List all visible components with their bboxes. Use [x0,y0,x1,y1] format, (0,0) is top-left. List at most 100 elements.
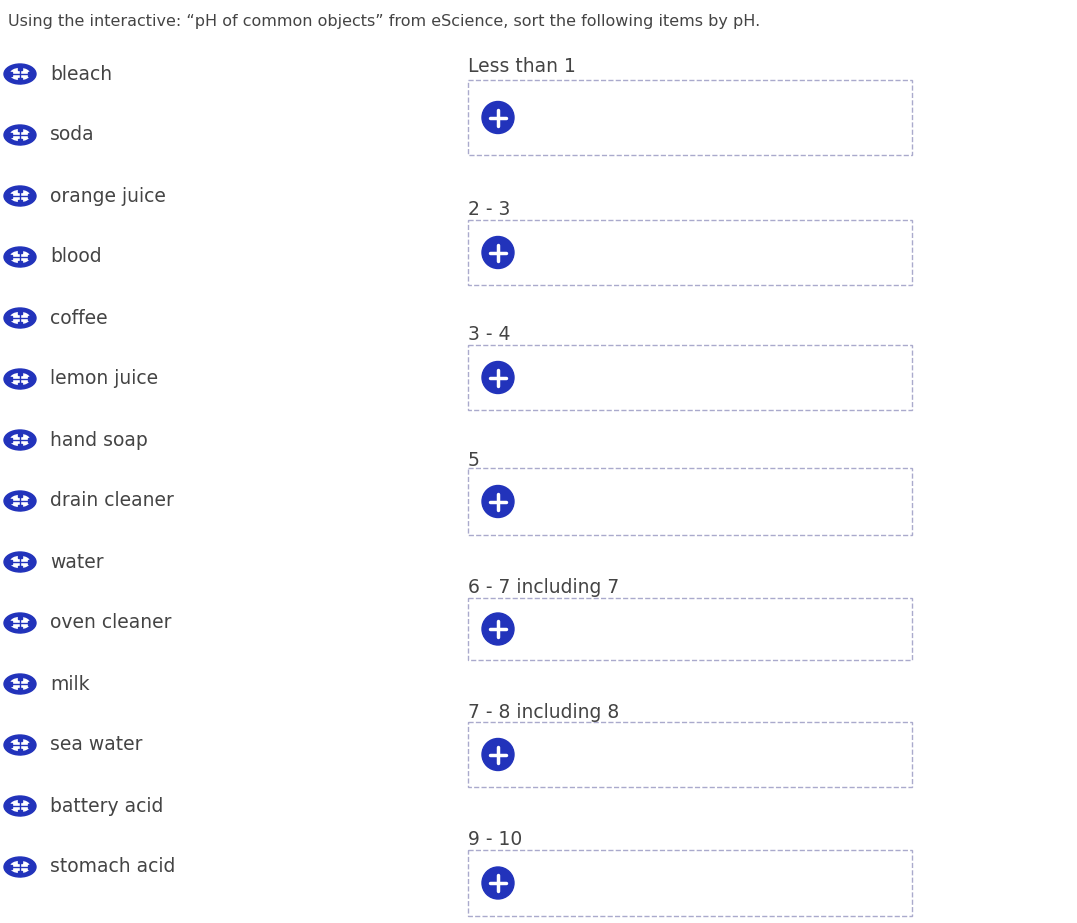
Ellipse shape [11,800,29,811]
FancyBboxPatch shape [18,321,22,326]
FancyBboxPatch shape [28,438,31,442]
Text: coffee: coffee [50,308,108,328]
FancyBboxPatch shape [28,316,31,320]
FancyBboxPatch shape [18,616,22,619]
FancyBboxPatch shape [18,505,22,509]
Ellipse shape [4,552,36,572]
Ellipse shape [4,369,36,389]
Ellipse shape [11,190,29,201]
FancyBboxPatch shape [9,377,13,381]
Circle shape [482,102,514,134]
Text: 2 - 3: 2 - 3 [468,200,510,219]
FancyBboxPatch shape [18,310,22,315]
FancyBboxPatch shape [9,621,13,625]
Circle shape [482,738,514,771]
Circle shape [482,485,514,518]
FancyBboxPatch shape [18,383,22,387]
FancyBboxPatch shape [9,560,13,564]
Text: 9 - 10: 9 - 10 [468,830,522,849]
FancyBboxPatch shape [18,737,22,741]
FancyBboxPatch shape [9,72,13,76]
Text: 3 - 4: 3 - 4 [468,325,510,344]
Text: sea water: sea water [50,736,142,754]
Circle shape [482,867,514,899]
FancyBboxPatch shape [18,749,22,752]
Ellipse shape [4,491,36,511]
FancyBboxPatch shape [28,255,31,259]
FancyBboxPatch shape [9,438,13,442]
FancyBboxPatch shape [18,188,22,192]
FancyBboxPatch shape [18,260,22,265]
Ellipse shape [11,496,29,507]
FancyBboxPatch shape [28,682,31,686]
Text: milk: milk [50,675,89,693]
Text: Less than 1: Less than 1 [468,57,576,76]
FancyBboxPatch shape [18,127,22,131]
FancyBboxPatch shape [28,499,31,503]
FancyBboxPatch shape [28,377,31,381]
FancyBboxPatch shape [9,133,13,137]
Text: blood: blood [50,247,101,267]
FancyBboxPatch shape [9,743,13,747]
Text: drain cleaner: drain cleaner [50,492,173,510]
Text: water: water [50,553,103,571]
Ellipse shape [4,857,36,877]
Circle shape [482,613,514,645]
FancyBboxPatch shape [18,677,22,680]
Ellipse shape [4,64,36,84]
FancyBboxPatch shape [468,468,912,535]
FancyBboxPatch shape [9,255,13,259]
Ellipse shape [4,186,36,206]
Circle shape [482,362,514,393]
FancyBboxPatch shape [9,194,13,198]
Ellipse shape [11,68,29,79]
FancyBboxPatch shape [468,220,912,285]
FancyBboxPatch shape [28,865,31,869]
FancyBboxPatch shape [9,316,13,320]
Ellipse shape [11,739,29,750]
FancyBboxPatch shape [18,688,22,691]
FancyBboxPatch shape [18,78,22,81]
FancyBboxPatch shape [18,249,22,254]
Text: orange juice: orange juice [50,186,166,206]
Ellipse shape [4,613,36,633]
Text: 7 - 8 including 8: 7 - 8 including 8 [468,703,619,722]
FancyBboxPatch shape [18,66,22,70]
FancyBboxPatch shape [468,850,912,916]
FancyBboxPatch shape [9,804,13,808]
FancyBboxPatch shape [28,194,31,198]
Ellipse shape [11,557,29,568]
Text: stomach acid: stomach acid [50,857,176,877]
Ellipse shape [11,374,29,385]
Circle shape [482,236,514,269]
FancyBboxPatch shape [28,743,31,747]
FancyBboxPatch shape [18,371,22,376]
Text: Using the interactive: “pH of common objects” from eScience, sort the following : Using the interactive: “pH of common obj… [8,14,760,29]
Ellipse shape [4,735,36,755]
FancyBboxPatch shape [28,133,31,137]
FancyBboxPatch shape [18,555,22,558]
Ellipse shape [11,861,29,872]
Ellipse shape [4,430,36,450]
FancyBboxPatch shape [28,621,31,625]
FancyBboxPatch shape [468,80,912,155]
Ellipse shape [4,308,36,328]
Text: soda: soda [50,126,95,145]
Ellipse shape [11,129,29,140]
FancyBboxPatch shape [18,798,22,802]
Text: hand soap: hand soap [50,430,148,450]
Text: 6 - 7 including 7: 6 - 7 including 7 [468,578,619,597]
Text: oven cleaner: oven cleaner [50,614,171,632]
Ellipse shape [11,678,29,689]
FancyBboxPatch shape [468,345,912,410]
FancyBboxPatch shape [18,199,22,204]
Ellipse shape [11,251,29,262]
FancyBboxPatch shape [18,138,22,142]
FancyBboxPatch shape [28,560,31,564]
FancyBboxPatch shape [9,682,13,686]
FancyBboxPatch shape [18,809,22,813]
FancyBboxPatch shape [18,627,22,630]
Text: bleach: bleach [50,65,112,83]
Ellipse shape [11,435,29,446]
Ellipse shape [4,125,36,145]
